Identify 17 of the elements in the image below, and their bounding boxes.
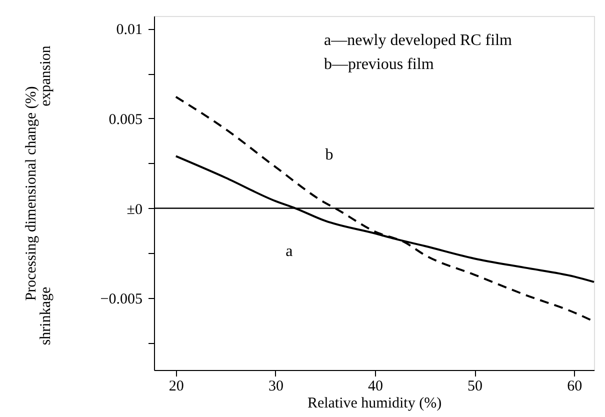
annotation: a—newly developed RC film <box>324 32 513 49</box>
y-tick-label: 0.005 <box>108 112 142 128</box>
y-axis-title: Processing dimensional change (%) <box>23 86 40 301</box>
annotation: a <box>286 242 293 260</box>
y-tick-label: 0.01 <box>116 22 142 38</box>
x-tick-label: 30 <box>268 378 284 394</box>
x-axis-title: Relative humidity (%) <box>307 396 442 412</box>
y-tick-label: −0.005 <box>100 292 142 308</box>
x-tick-label: 60 <box>567 378 582 394</box>
x-tick-label: 40 <box>368 378 383 394</box>
annotation: b <box>325 146 334 164</box>
x-tick-label: 50 <box>468 378 483 394</box>
text: expansion <box>38 45 54 106</box>
text: shrinkage <box>38 286 54 346</box>
annotation: b—previous film <box>324 56 434 73</box>
x-tick-label: 20 <box>168 378 184 394</box>
y-tick-label: ±0 <box>126 202 142 218</box>
